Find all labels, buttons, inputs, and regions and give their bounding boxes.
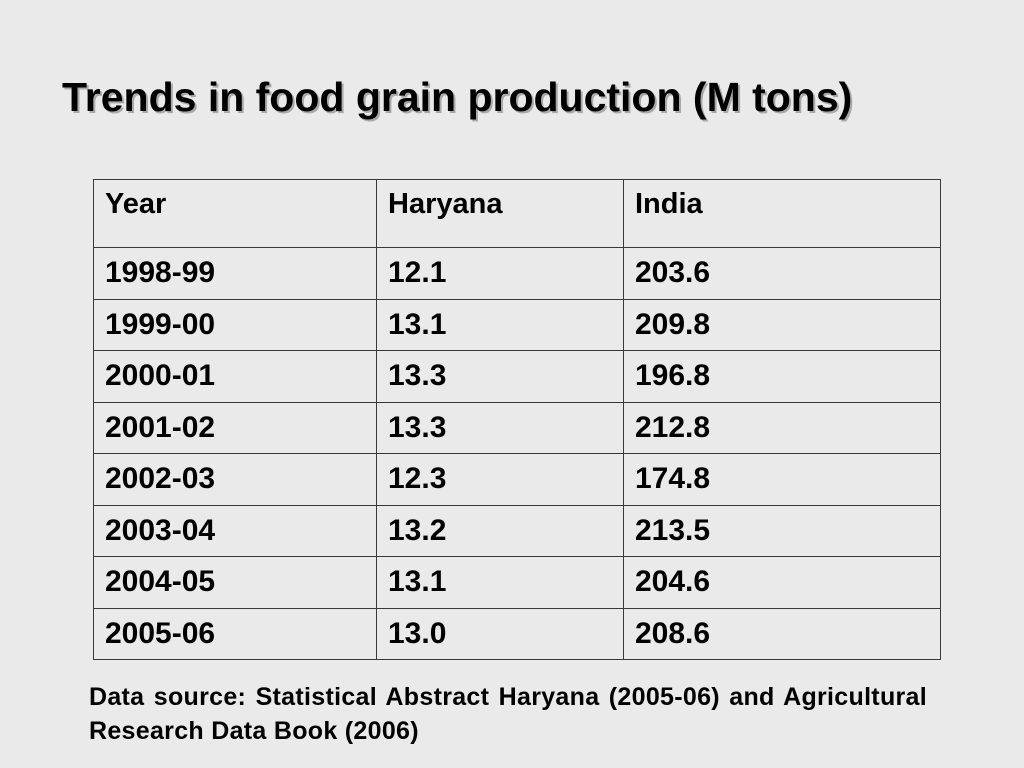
table-row: 2002-03 12.3 174.8 (93, 453, 941, 506)
india-cell: 213.5 (623, 504, 941, 557)
year-cell: 2001-02 (93, 401, 377, 454)
year-cell: 1998-99 (93, 247, 377, 300)
year-cell: 2004-05 (93, 556, 377, 609)
header-india: India (623, 179, 941, 248)
haryana-cell: 13.3 (376, 350, 624, 403)
haryana-cell: 13.3 (376, 401, 624, 454)
table-row: 2000-01 13.3 196.8 (93, 350, 941, 403)
india-cell: 209.8 (623, 298, 941, 351)
slide-title: Trends in food grain production (M tons) (62, 74, 853, 120)
header-year: Year (93, 179, 377, 248)
india-cell: 208.6 (623, 607, 941, 660)
year-cell: 2005-06 (93, 607, 377, 660)
india-cell: 174.8 (623, 453, 941, 506)
india-cell: 196.8 (623, 350, 941, 403)
production-table: Year Haryana India 1998-99 12.1 203.6 19… (93, 179, 941, 660)
india-cell: 204.6 (623, 556, 941, 609)
haryana-cell: 12.3 (376, 453, 624, 506)
table-row: 1998-99 12.1 203.6 (93, 247, 941, 300)
table-row: 2005-06 13.0 208.6 (93, 607, 941, 660)
table-row: 2004-05 13.1 204.6 (93, 556, 941, 609)
india-cell: 212.8 (623, 401, 941, 454)
header-haryana: Haryana (376, 179, 624, 248)
india-cell: 203.6 (623, 247, 941, 300)
haryana-cell: 13.2 (376, 504, 624, 557)
table-row: 2003-04 13.2 213.5 (93, 504, 941, 557)
year-cell: 2000-01 (93, 350, 377, 403)
haryana-cell: 13.0 (376, 607, 624, 660)
table-row: 1999-00 13.1 209.8 (93, 298, 941, 351)
data-source-note: Data source: Statistical Abstract Haryan… (89, 683, 927, 745)
table-header-row: Year Haryana India (93, 179, 941, 248)
year-cell: 2003-04 (93, 504, 377, 557)
haryana-cell: 13.1 (376, 556, 624, 609)
table-row: 2001-02 13.3 212.8 (93, 401, 941, 454)
year-cell: 1999-00 (93, 298, 377, 351)
haryana-cell: 12.1 (376, 247, 624, 300)
year-cell: 2002-03 (93, 453, 377, 506)
haryana-cell: 13.1 (376, 298, 624, 351)
